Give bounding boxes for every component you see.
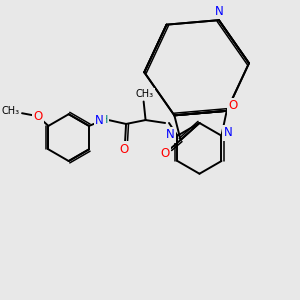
Text: N: N [224, 126, 233, 139]
Text: O: O [33, 110, 42, 123]
Text: O: O [119, 143, 129, 156]
Text: N: N [166, 128, 175, 141]
Text: N: N [95, 114, 104, 127]
Text: N: N [214, 5, 223, 18]
Text: CH₃: CH₃ [136, 89, 154, 99]
Text: O: O [160, 147, 170, 160]
Text: H: H [99, 115, 108, 125]
Text: CH₃: CH₃ [2, 106, 20, 116]
Text: O: O [228, 100, 237, 112]
